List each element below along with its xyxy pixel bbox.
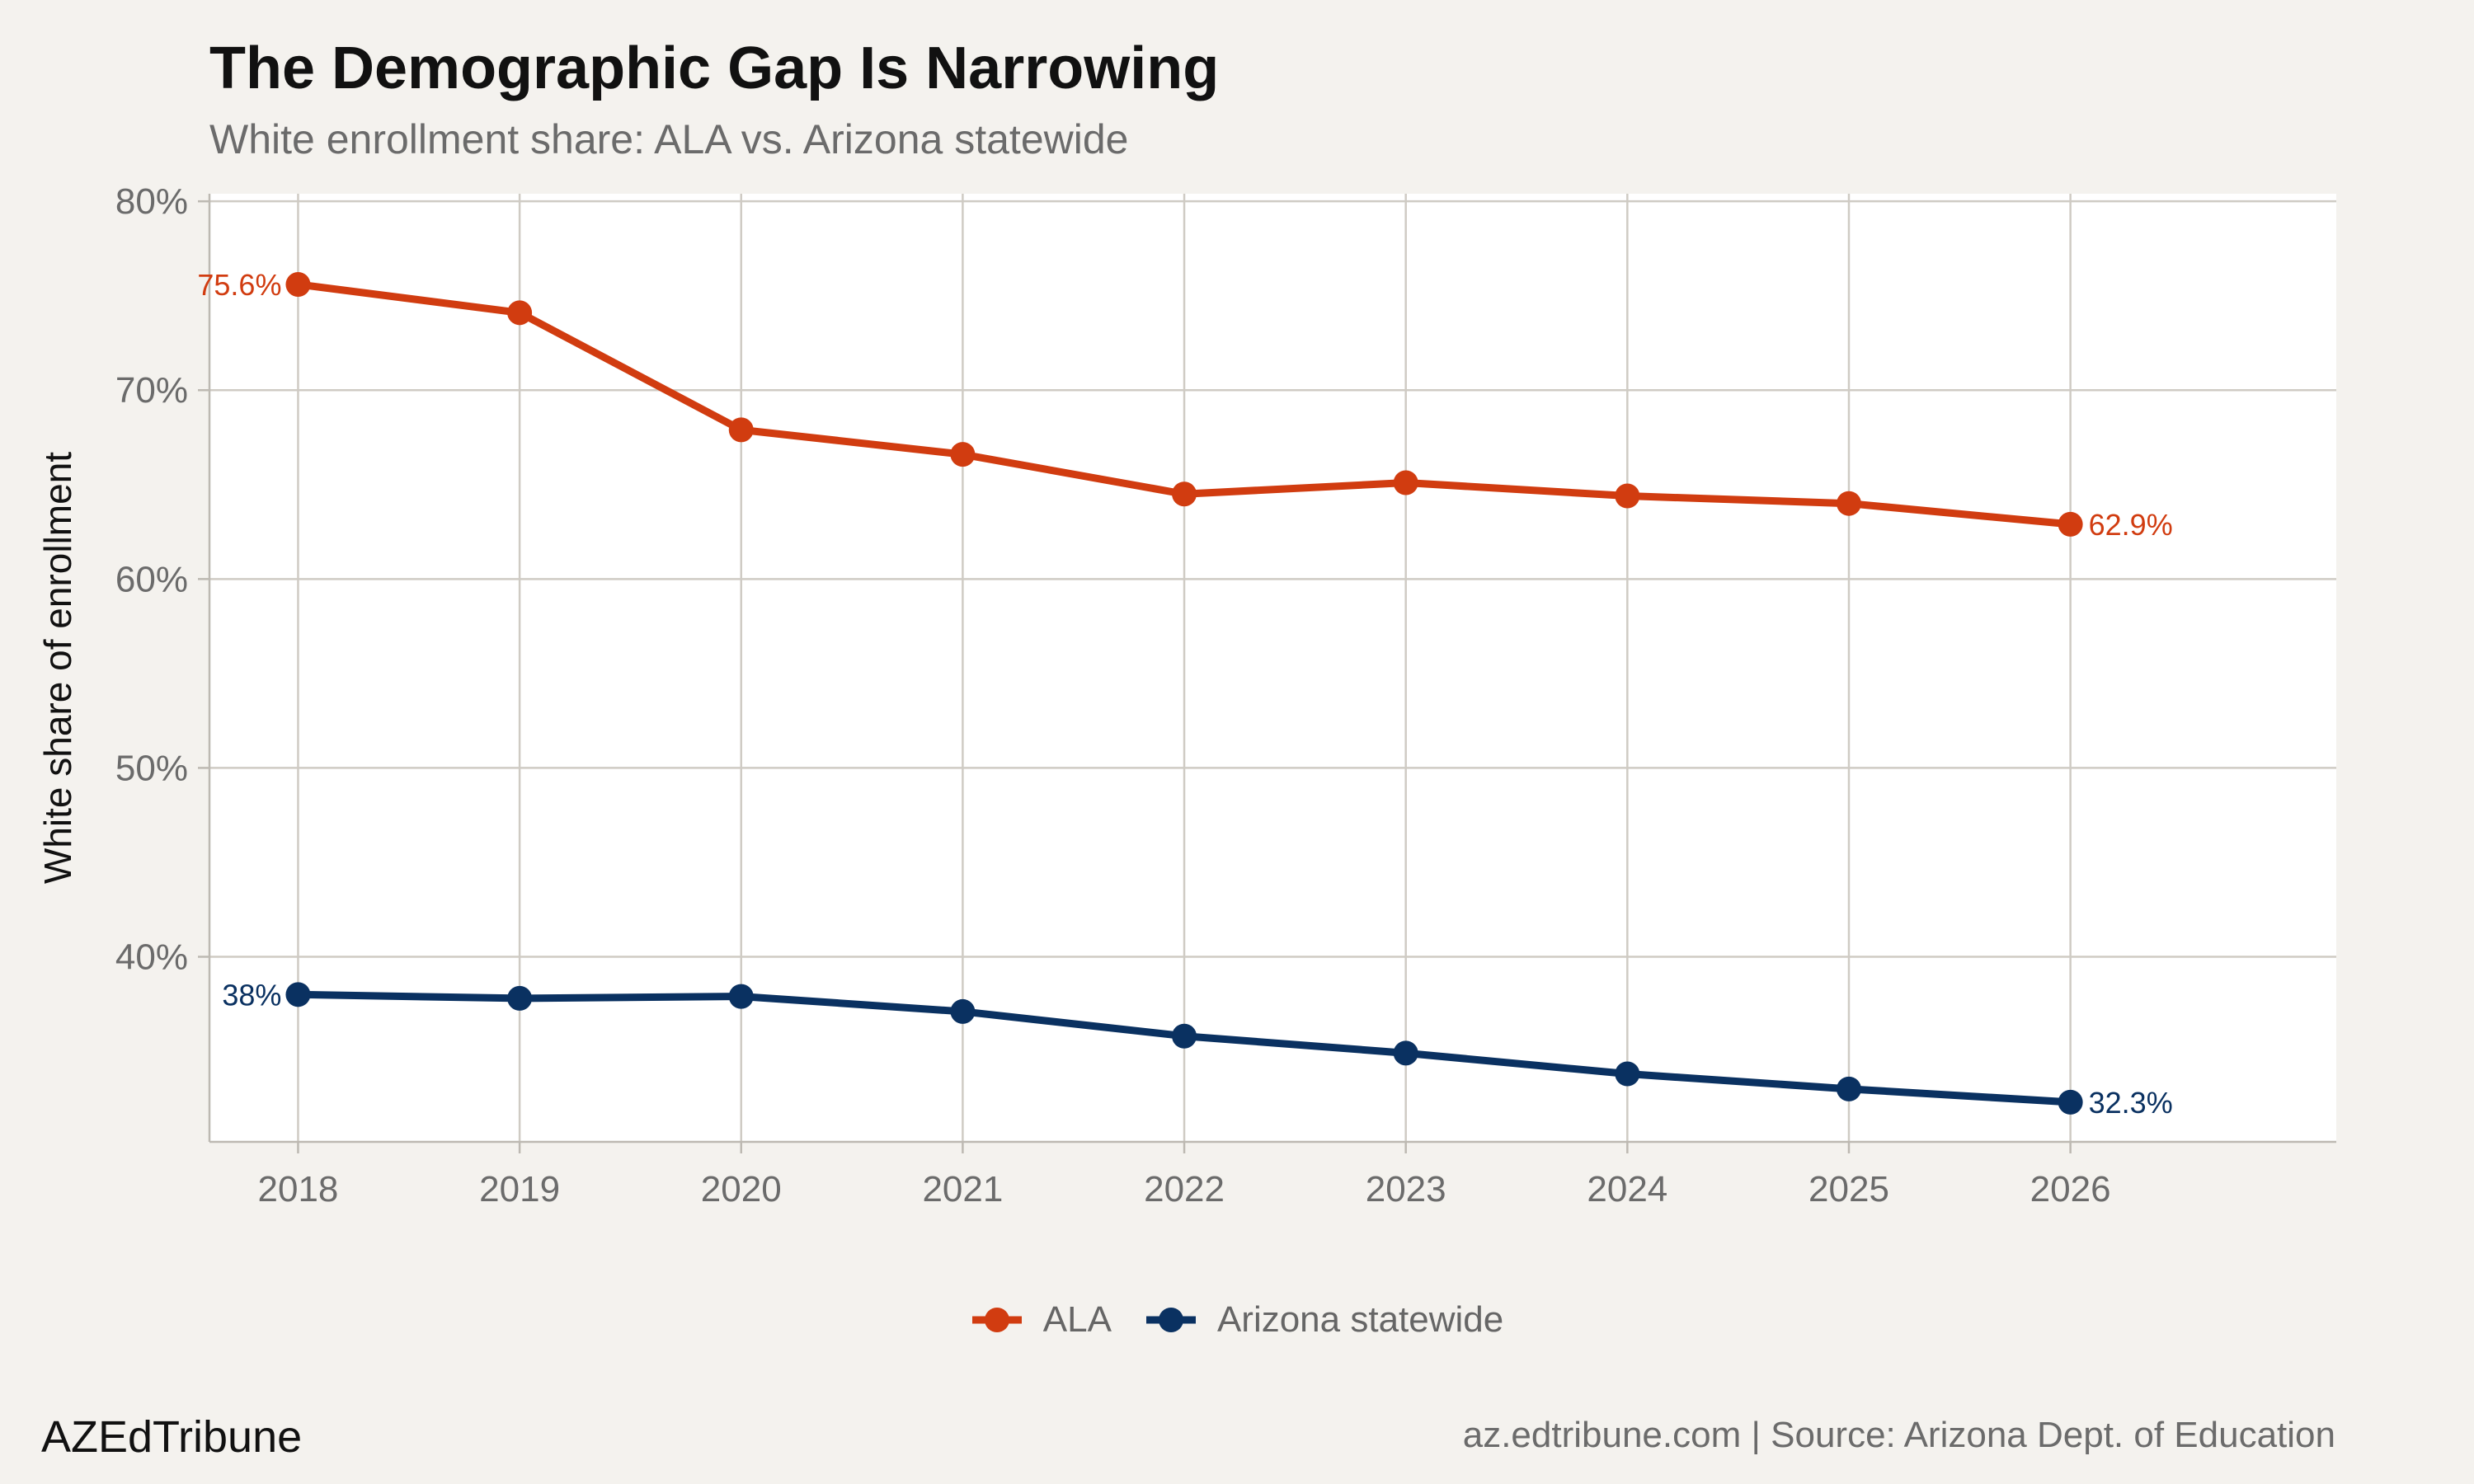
data-point-ala	[2058, 511, 2083, 537]
data-point-ala	[950, 442, 976, 467]
x-tick-label: 2019	[479, 1169, 560, 1209]
chart-subtitle: White enrollment share: ALA vs. Arizona …	[209, 116, 1129, 162]
data-point-arizona-statewide	[728, 984, 754, 1009]
plot-panel	[209, 194, 2336, 1142]
legend-label-arizona-statewide: Arizona statewide	[1216, 1299, 1504, 1340]
data-point-arizona-statewide	[285, 982, 311, 1007]
data-point-arizona-statewide	[950, 998, 976, 1024]
y-tick-label: 60%	[115, 559, 188, 599]
data-point-ala	[1615, 483, 1640, 509]
data-point-ala	[1172, 481, 1197, 507]
data-label-arizona-statewide: 32.3%	[2089, 1086, 2173, 1120]
data-point-ala	[507, 300, 533, 326]
chart-title: The Demographic Gap Is Narrowing	[209, 35, 1220, 101]
data-point-ala	[285, 271, 311, 297]
data-point-arizona-statewide	[507, 985, 533, 1011]
legend-item-ala: ALA	[971, 1299, 1112, 1341]
data-point-arizona-statewide	[2058, 1089, 2083, 1115]
x-tick-label: 2018	[258, 1169, 339, 1209]
legend-key-arizona-statewide	[1145, 1308, 1196, 1332]
data-label-ala: 75.6%	[197, 268, 281, 302]
data-point-arizona-statewide	[1836, 1076, 1861, 1101]
y-axis-label: White share of enrollment	[36, 452, 79, 884]
y-tick-label: 80%	[115, 181, 188, 222]
legend-label-ala: ALA	[1042, 1299, 1112, 1340]
x-tick-label: 2023	[1366, 1169, 1446, 1209]
data-point-arizona-statewide	[1615, 1061, 1640, 1087]
data-point-ala	[728, 417, 754, 443]
y-tick-label: 70%	[115, 370, 188, 411]
data-label-ala: 62.9%	[2089, 508, 2173, 542]
x-tick-label: 2021	[922, 1169, 1003, 1209]
chart-legend: ALA Arizona statewide	[0, 1293, 2474, 1347]
legend-item-arizona-statewide: Arizona statewide	[1145, 1299, 1503, 1341]
data-label-arizona-statewide: 38%	[222, 978, 281, 1012]
y-tick-label: 50%	[115, 748, 188, 788]
source-credit: az.edtribune.com | Source: Arizona Dept.…	[1462, 1415, 2335, 1455]
x-tick-label: 2020	[701, 1169, 782, 1209]
data-point-arizona-statewide	[1172, 1023, 1197, 1049]
data-point-arizona-statewide	[1393, 1040, 1418, 1066]
x-tick-label: 2026	[2030, 1169, 2111, 1209]
legend-key-ala	[971, 1308, 1022, 1332]
y-tick-label: 40%	[115, 937, 188, 977]
x-tick-label: 2022	[1144, 1169, 1225, 1209]
brand-logo-text: AZEdTribune	[41, 1412, 303, 1462]
data-point-ala	[1393, 470, 1418, 495]
x-tick-label: 2024	[1587, 1169, 1667, 1209]
data-point-ala	[1836, 491, 1861, 516]
x-tick-label: 2025	[1808, 1169, 1889, 1209]
line-chart: 40% 50% 60% 70% 80% 2018 2019 2020 2021 2022 2023 2…	[36, 181, 2336, 1209]
